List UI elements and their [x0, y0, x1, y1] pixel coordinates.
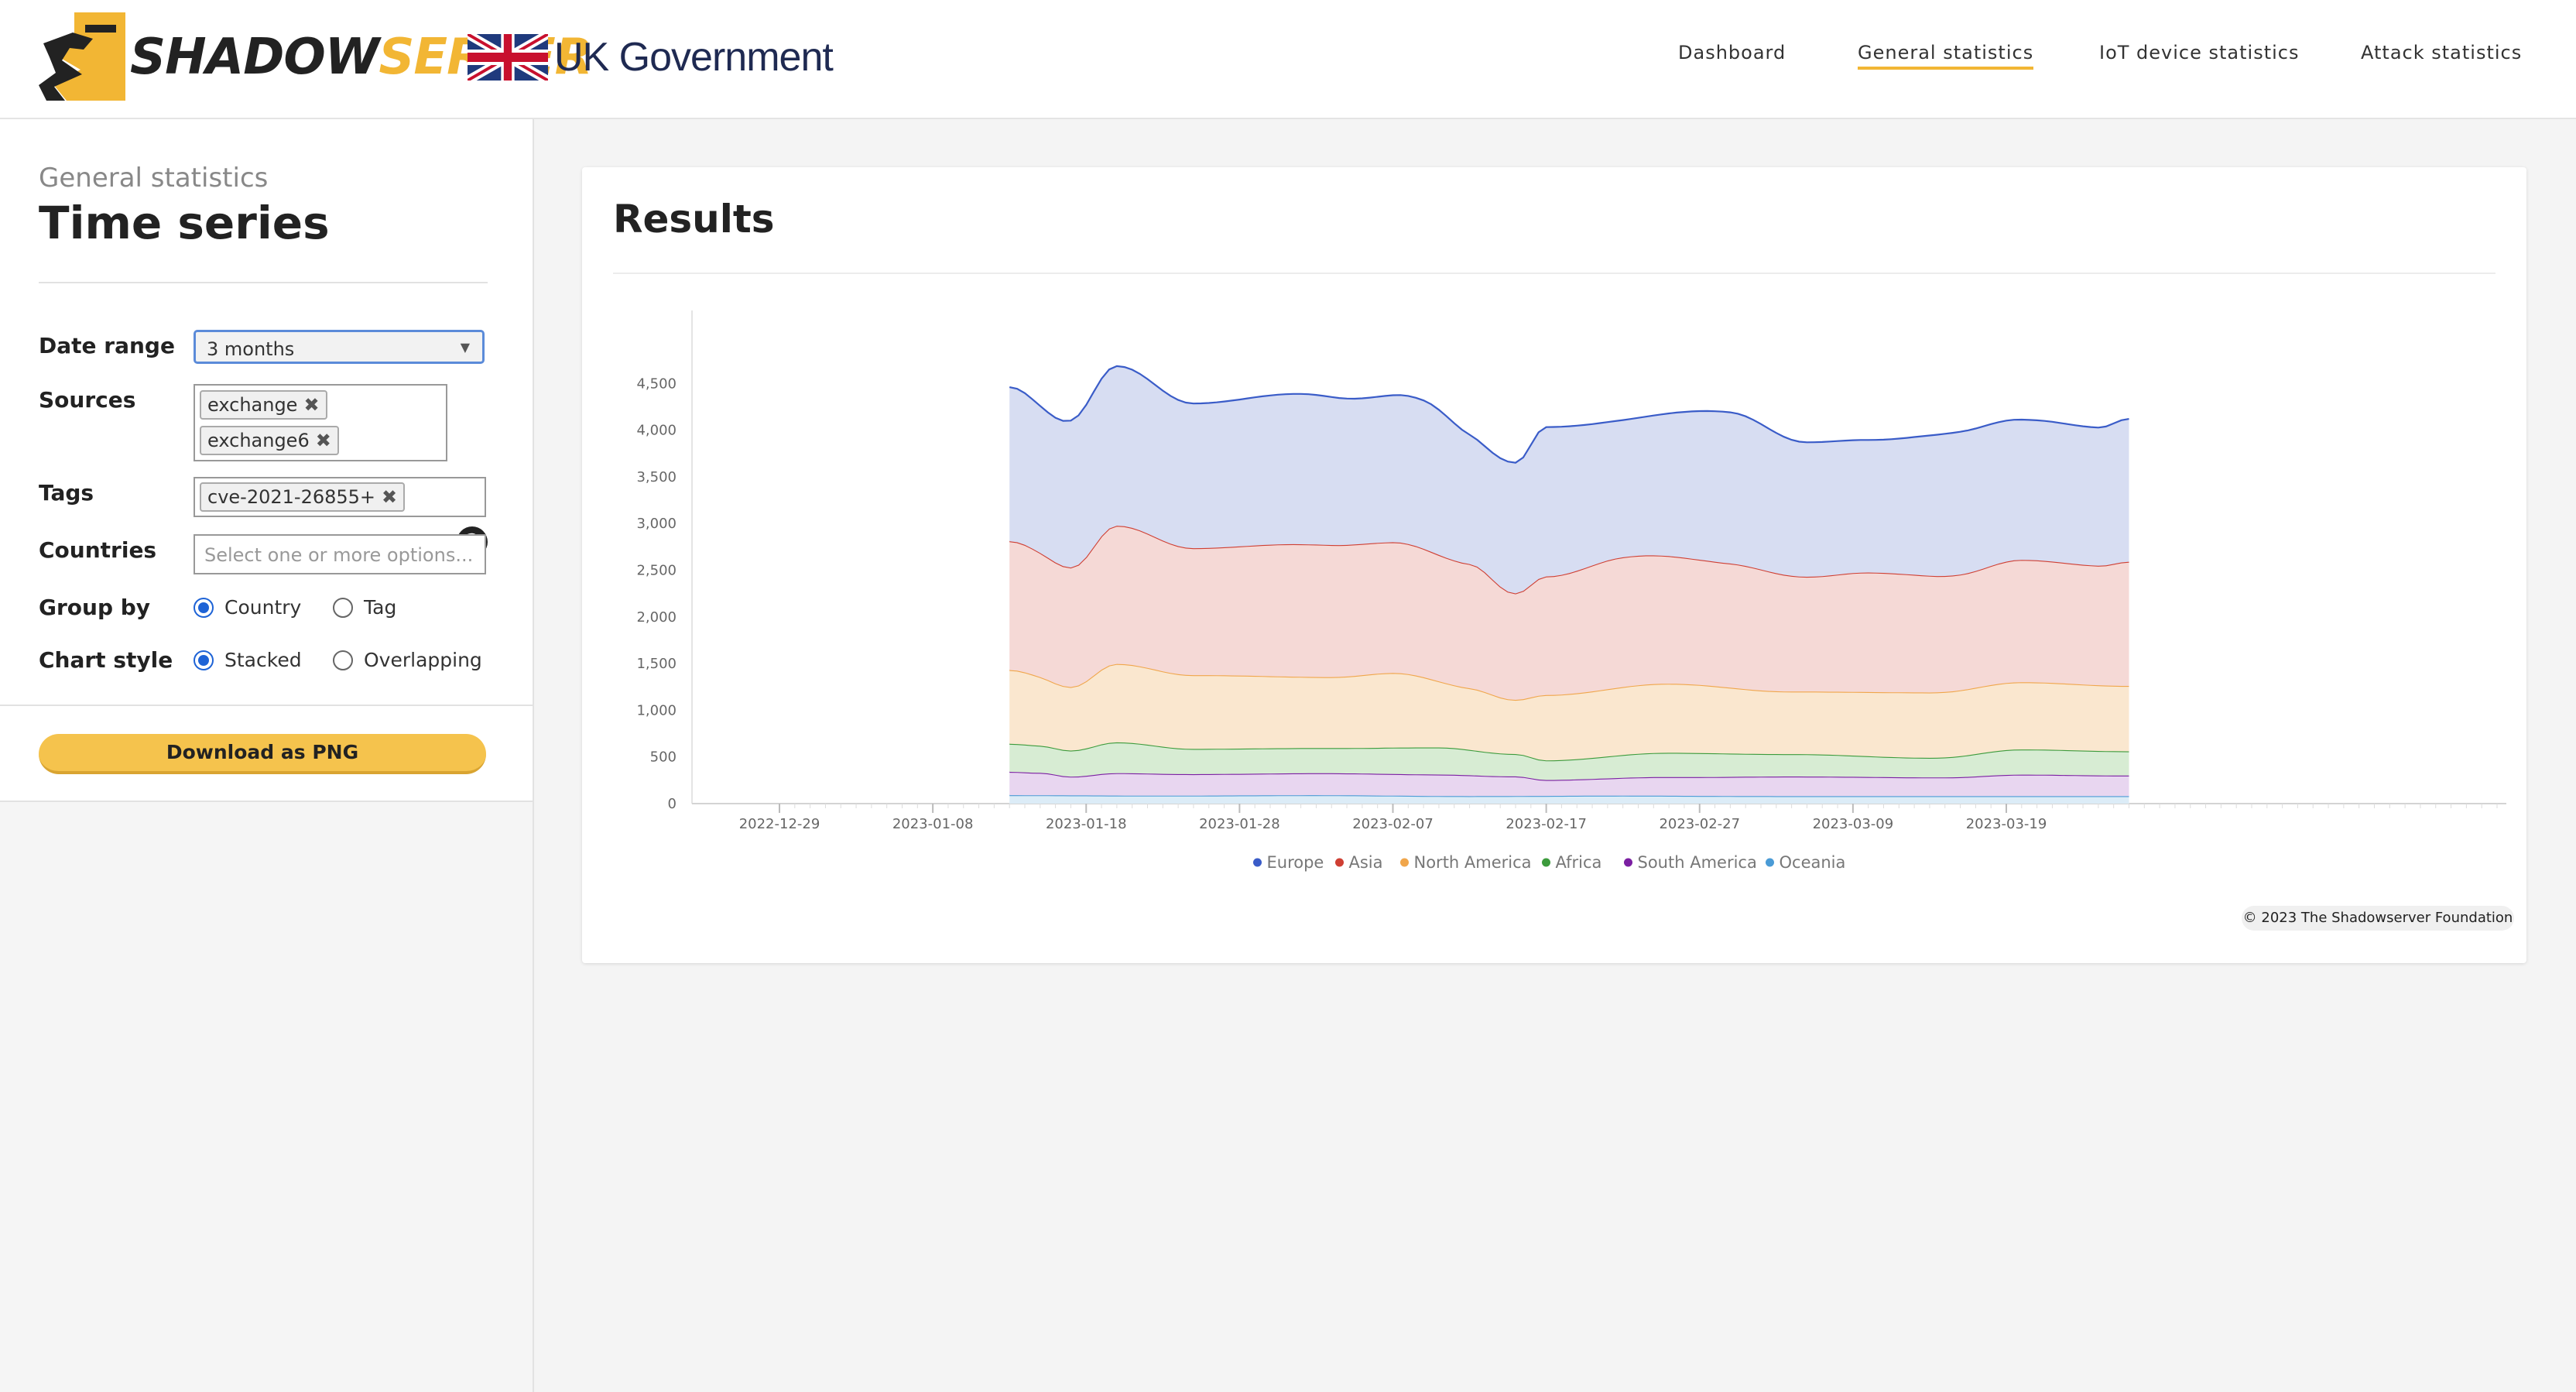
- group-by-tag-label: Tag: [364, 596, 397, 619]
- filter-panel: General statistics Time series Date rang…: [0, 119, 533, 802]
- divider: [0, 705, 533, 706]
- nav-dashboard[interactable]: Dashboard: [1678, 42, 1786, 63]
- brand-part1: SHADOW: [130, 29, 379, 86]
- chevron-down-icon: ▼: [460, 340, 470, 355]
- chart-style-stacked-label: Stacked: [224, 649, 302, 671]
- union-jack-flag-icon: [468, 34, 548, 81]
- area-europe: [1009, 365, 2129, 594]
- legend-swatch: [1400, 858, 1409, 867]
- area-north-america: [1009, 663, 2129, 761]
- legend-item: Africa: [1556, 853, 1602, 872]
- legend-item: South America: [1638, 853, 1757, 872]
- y-tick-label: 2,000: [636, 609, 677, 626]
- group-by-country-label: Country: [224, 596, 302, 619]
- chart-style-overlapping-label: Overlapping: [364, 649, 482, 671]
- divider: [39, 282, 488, 283]
- legend-item: Asia: [1349, 853, 1383, 872]
- date-range-value: 3 months: [207, 338, 295, 360]
- source-tag: exchange ✖: [200, 390, 327, 420]
- source-tag: exchange6 ✖: [200, 426, 339, 455]
- x-tick-label: 2023-03-19: [1966, 816, 2047, 832]
- nav-general-statistics[interactable]: General statistics: [1858, 42, 2034, 70]
- line-europe: [1009, 365, 2129, 464]
- legend-swatch: [1335, 858, 1344, 867]
- x-tick-label: 2022-12-29: [739, 816, 820, 832]
- y-tick-label: 3,500: [636, 469, 677, 485]
- group-by-tag-radio[interactable]: [333, 598, 353, 618]
- copyright-badge: © 2023 The Shadowserver Foundation: [2242, 906, 2514, 931]
- area-south-america: [1009, 772, 2129, 797]
- top-bar: SHADOWSERVER UK Government Dashboard Gen…: [0, 0, 2576, 119]
- remove-tag-icon[interactable]: ✖: [315, 430, 331, 451]
- date-range-select[interactable]: 3 months ▼: [194, 330, 485, 364]
- sidebar: General statistics Time series Date rang…: [0, 119, 534, 1392]
- legend-swatch: [1766, 858, 1774, 867]
- stacked-area-chart[interactable]: 0 500 1,000 1,500 2,000 2,500 3,000 3,500 4,000 4…: [582, 167, 2526, 963]
- area-oceania: [1009, 795, 2129, 804]
- chart-style-stacked-radio[interactable]: [194, 650, 214, 670]
- y-tick-label: 0: [668, 796, 677, 812]
- breadcrumb: General statistics: [39, 163, 269, 194]
- group-by-label: Group by: [39, 595, 151, 620]
- y-tick-label: 1,000: [636, 702, 677, 718]
- legend-item: North America: [1414, 853, 1532, 872]
- legend-swatch: [1253, 858, 1262, 867]
- x-tick-label: 2023-01-28: [1199, 816, 1280, 832]
- results-card: Results 0 500 1,000 1,500 2,000 2,500 3,000 3,5…: [582, 167, 2526, 963]
- nav-attack-statistics[interactable]: Attack statistics: [2361, 42, 2523, 63]
- source-tag-label: exchange6: [207, 430, 310, 451]
- sources-multiselect[interactable]: exchange ✖ exchange6 ✖: [194, 384, 447, 461]
- results-title: Results: [613, 197, 775, 242]
- countries-label: Countries: [39, 537, 157, 563]
- y-tick-label: 500: [650, 749, 677, 766]
- group-by-country-radio[interactable]: [194, 598, 214, 618]
- area-asia: [1009, 526, 2129, 700]
- y-tick-label: 2,500: [636, 563, 677, 579]
- chart-style-overlapping-radio[interactable]: [333, 650, 353, 670]
- legend-item: Europe: [1267, 853, 1324, 872]
- y-tick-label: 4,500: [636, 375, 677, 392]
- y-tick-label: 3,000: [636, 516, 677, 532]
- x-tick-label: 2023-01-08: [892, 816, 974, 832]
- date-range-label: Date range: [39, 333, 175, 358]
- y-tick-label: 1,500: [636, 656, 677, 672]
- x-tick-label: 2023-03-09: [1813, 816, 1894, 832]
- x-tick-label: 2023-02-27: [1659, 816, 1740, 832]
- divider: [613, 273, 2496, 274]
- page-title: Time series: [39, 197, 330, 249]
- partner-name: UK Government: [554, 35, 834, 80]
- tags-label: Tags: [39, 480, 94, 506]
- x-tick-label: 2023-02-17: [1506, 816, 1587, 832]
- remove-tag-icon[interactable]: ✖: [382, 486, 398, 508]
- countries-input[interactable]: [203, 537, 477, 573]
- y-tick-label: 4,000: [636, 423, 677, 439]
- shadowserver-logo-icon: [39, 12, 125, 101]
- legend-swatch: [1624, 858, 1632, 867]
- sources-label: Sources: [39, 387, 136, 413]
- download-png-button[interactable]: Download as PNG: [39, 734, 486, 774]
- x-tick-label: 2023-01-18: [1046, 816, 1127, 832]
- source-tag-label: exchange: [207, 394, 298, 416]
- remove-tag-icon[interactable]: ✖: [303, 394, 320, 416]
- nav-iot-device-statistics[interactable]: IoT device statistics: [2099, 42, 2300, 63]
- x-tick-label: 2023-02-07: [1352, 816, 1434, 832]
- tag-chip: cve-2021-26855+ ✖: [200, 482, 406, 512]
- tags-multiselect[interactable]: cve-2021-26855+ ✖: [194, 477, 486, 517]
- area-africa: [1009, 742, 2129, 780]
- countries-field[interactable]: [194, 534, 486, 574]
- legend-swatch: [1542, 858, 1550, 867]
- tag-chip-label: cve-2021-26855+: [207, 486, 376, 508]
- legend-item: Oceania: [1780, 853, 1846, 872]
- chart-style-label: Chart style: [39, 647, 173, 673]
